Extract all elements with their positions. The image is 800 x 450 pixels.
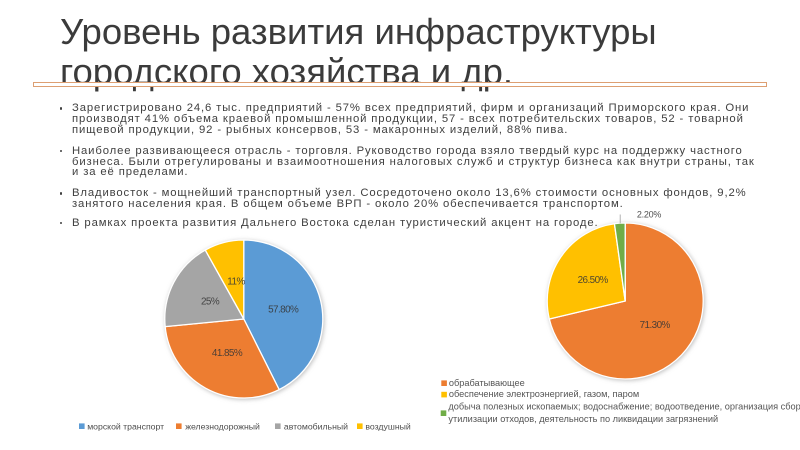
svg-text:утилизации отходов, деятельнос: утилизации отходов, деятельность по ликв… xyxy=(448,414,718,424)
svg-text:71.30%: 71.30% xyxy=(640,320,671,331)
svg-text:обрабатывающее: обрабатывающее xyxy=(449,378,525,388)
svg-text:2.20%: 2.20% xyxy=(637,210,662,220)
svg-text:обеспечение электроэнергией, г: обеспечение электроэнергией, газом, паро… xyxy=(449,389,639,399)
svg-text:26.50%: 26.50% xyxy=(578,275,609,286)
svg-text:железнодорожный: железнодорожный xyxy=(185,422,260,432)
svg-text:морской транспорт: морской транспорт xyxy=(87,422,164,432)
svg-text:добыча полезных ископаемых; во: добыча полезных ископаемых; водоснабжени… xyxy=(448,402,800,412)
svg-text:25%: 25% xyxy=(201,297,220,308)
svg-text:воздушный: воздушный xyxy=(365,422,410,432)
svg-text:автомобильный: автомобильный xyxy=(284,422,348,432)
svg-text:11%: 11% xyxy=(227,277,245,288)
svg-text:41.85%: 41.85% xyxy=(212,348,243,359)
svg-text:57.80%: 57.80% xyxy=(268,305,299,316)
